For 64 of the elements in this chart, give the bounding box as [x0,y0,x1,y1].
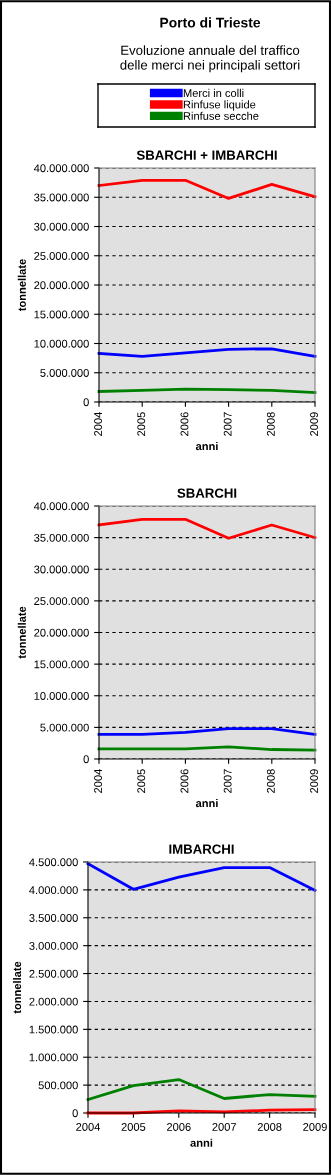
y-axis-title: tonnellate [17,259,26,312]
y-tick-label: 10.000.000 [34,339,89,348]
x-tick-label: 2007 [212,1123,236,1131]
y-axis-title: tonnellate [17,606,26,659]
legend-label: Rinfuse liquide [183,100,256,111]
x-tick-label: 2005 [121,1123,146,1131]
y-tick-label: 1.000.000 [29,1053,78,1062]
y-tick-label: 30.000.000 [34,565,89,574]
y-tick-label: 2.500.000 [29,969,78,978]
y-tick-label: 10.000.000 [34,692,89,700]
x-tick-label: 2009 [310,769,318,793]
x-axis-title: anni [195,441,218,451]
y-tick-label: 1.500.000 [29,1025,78,1034]
line-series [97,517,317,540]
x-tick-label: 2004 [94,412,102,436]
y-axis-title: tonnellate [12,961,22,1014]
x-tick-label: 2004 [76,1123,101,1131]
chart-title: SBARCHI [177,488,237,498]
x-tick-label: 2008 [266,412,275,436]
x-tick-label: 2007 [223,769,232,793]
y-tick-label: 4.500.000 [29,858,78,867]
x-tick-label: 2006 [167,1123,191,1131]
x-axis-title: anni [190,1138,213,1147]
x-tick-label: 2009 [310,412,318,436]
x-axis-title: anni [195,798,218,808]
y-tick-label: 0 [72,1109,78,1118]
y-tick-label: 40.000.000 [33,164,89,173]
y-tick-label: 2.000.000 [29,997,78,1006]
chart-title: SBARCHI + IMBARCHI [136,150,277,160]
y-tick-label: 25.000.000 [34,597,89,606]
x-tick-label: 2006 [180,412,189,436]
x-tick-label: 2007 [223,412,232,436]
y-tick-label: 30.000.000 [34,222,89,231]
y-tick-label: 15.000.000 [34,660,89,669]
chart-title: IMBARCHI [169,844,234,854]
y-tick-label: 0 [83,398,89,407]
y-tick-label: 20.000.000 [34,281,89,290]
x-tick-label: 2008 [257,1123,282,1131]
y-tick-label: 500.000 [38,1081,78,1090]
line-series [86,1078,317,1101]
y-tick-label: 5.000.000 [40,369,89,377]
y-tick-label: 4.000.000 [29,886,78,895]
y-tick-label: 5.000.000 [40,723,89,732]
x-tick-label: 2005 [137,412,146,436]
y-tick-label: 0 [83,755,89,764]
y-tick-label: 40.000.000 [33,502,89,511]
line-series [97,178,317,200]
x-tick-label: 2009 [303,1123,327,1131]
y-tick-label: 3.500.000 [29,914,78,922]
line-series [97,347,317,358]
y-tick-label: 25.000.000 [34,252,89,260]
y-tick-label: 20.000.000 [34,628,89,637]
y-tick-label: 15.000.000 [34,310,89,319]
y-tick-label: 35.000.000 [34,533,89,542]
text: Porto di Trieste [160,17,261,28]
legend-label: Rinfuse secche [183,111,259,120]
y-tick-label: 3.000.000 [29,941,78,950]
x-tick-label: 2006 [180,769,189,793]
x-tick-label: 2005 [137,769,146,793]
y-tick-label: 35.000.000 [34,193,89,202]
x-tick-label: 2008 [266,769,275,793]
x-tick-label: 2004 [94,769,102,793]
legend-label: Merci in colli [183,88,244,98]
text: Evoluzione annuale del traffico delle merci nei principali settori [120,45,300,73]
